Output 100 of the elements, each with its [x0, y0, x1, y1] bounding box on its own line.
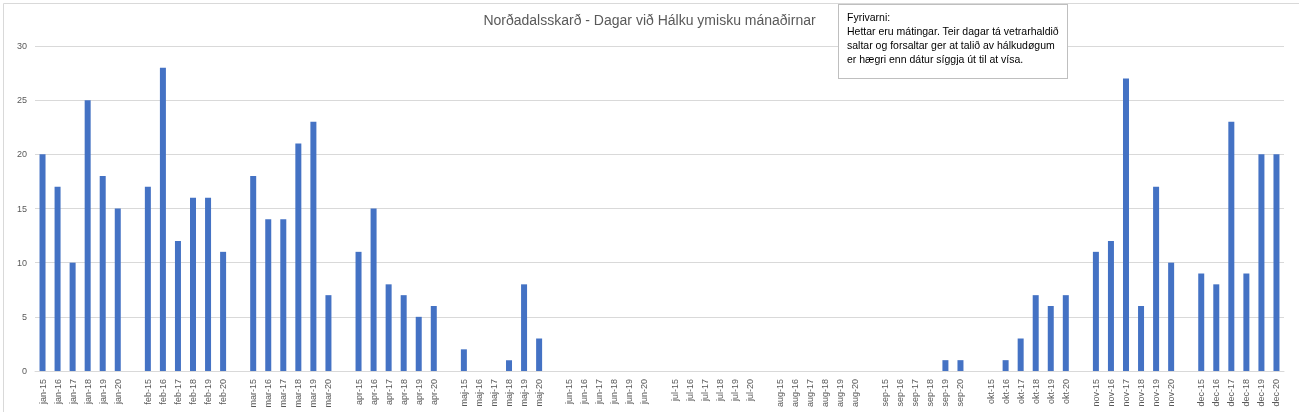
x-tick-label: dec-15	[1196, 379, 1207, 407]
x-tick-label: jan-18	[82, 379, 93, 406]
bar	[1002, 360, 1009, 371]
bar	[1228, 121, 1235, 371]
y-tick-label: 25	[16, 95, 27, 106]
y-tick-label: 30	[16, 41, 27, 51]
x-tick-label: feb-18	[188, 379, 199, 405]
x-tick-label: feb-16	[157, 379, 168, 405]
x-tick-label: sep-16	[895, 379, 906, 407]
x-tick-label: sep-15	[880, 379, 891, 407]
x-tick-label: feb-20	[218, 379, 229, 405]
bar	[1122, 78, 1129, 371]
x-tick-label: okt-19	[1045, 379, 1056, 405]
x-tick-label: nov-15	[1090, 379, 1101, 407]
x-tick-label: mar-20	[323, 379, 334, 408]
x-tick-label: mar-17	[278, 379, 289, 408]
x-tick-label: jun-18	[609, 379, 620, 406]
x-tick-label: maj-19	[519, 379, 530, 407]
bar	[190, 197, 197, 371]
bar	[400, 295, 407, 371]
bar	[355, 251, 362, 371]
bar	[1213, 284, 1220, 371]
x-tick-label: aug-15	[774, 379, 785, 408]
x-tick-label: nov-17	[1120, 379, 1131, 407]
x-tick-label: jul-16	[684, 379, 695, 403]
bar	[506, 360, 513, 371]
x-tick-label: dec-17	[1226, 379, 1237, 407]
bar	[1032, 295, 1039, 371]
y-tick-label: 20	[16, 149, 27, 160]
bar	[265, 219, 272, 371]
x-tick-label: aug-16	[789, 379, 800, 408]
bar	[220, 251, 227, 371]
bar	[159, 67, 166, 371]
x-tick-label: dec-16	[1211, 379, 1222, 407]
annotation: Hettar eru mátingar. Teir dagar tá vetrarhaldið saltar og forsaltar ger at talið av hálkudøgum er hægri enn dátur síggja út til at vísa.	[847, 24, 1059, 66]
x-tick-label: mar-15	[248, 379, 259, 408]
bar	[1198, 273, 1205, 371]
bar	[310, 121, 317, 371]
y-tick-label: 5	[21, 311, 27, 322]
x-tick-label: jul-15	[669, 379, 680, 403]
x-tick-label: apr-19	[413, 379, 424, 406]
bar	[942, 360, 949, 371]
x-tick-label: apr-18	[398, 379, 409, 406]
x-tick-label: jan-15	[37, 379, 48, 406]
bar	[205, 197, 212, 371]
x-tick-label: jul-20	[744, 379, 755, 403]
bar	[1273, 154, 1280, 371]
x-tick-label: jun-20	[639, 379, 650, 406]
x-tick-label: maj-18	[504, 379, 515, 407]
bar	[370, 208, 377, 371]
x-tick-label: jun-15	[564, 379, 575, 406]
bar	[84, 100, 91, 371]
y-tick-label: 0	[21, 366, 27, 376]
x-tick-label: apr-15	[353, 379, 364, 406]
bar	[174, 241, 181, 371]
bar	[1138, 306, 1145, 371]
x-tick-label: jan-16	[52, 379, 63, 406]
bar	[1258, 154, 1265, 371]
x-tick-label: feb-17	[172, 379, 183, 405]
bar	[1107, 241, 1114, 371]
bar	[430, 306, 437, 371]
x-tick-label: dec-18	[1241, 379, 1252, 407]
bar	[295, 143, 302, 371]
x-tick-label: feb-15	[142, 379, 153, 405]
x-tick-label: dec-19	[1256, 379, 1267, 407]
x-tick-label: mar-19	[308, 379, 319, 408]
x-tick-label: nov-20	[1166, 379, 1177, 407]
x-tick-label: apr-17	[383, 379, 394, 406]
bar	[415, 316, 422, 371]
x-tick-label: sep-18	[925, 379, 936, 407]
x-tick-label: maj-16	[473, 379, 484, 407]
bar	[1092, 251, 1099, 371]
x-tick-label: aug-17	[804, 379, 815, 408]
bar	[39, 154, 46, 371]
x-tick-label: jan-20	[112, 379, 123, 406]
x-tick-label: feb-19	[203, 379, 214, 405]
x-tick-label: maj-20	[534, 379, 545, 407]
x-tick-label: maj-17	[488, 379, 499, 407]
x-tick-label: sep-19	[940, 379, 951, 407]
bar	[521, 284, 528, 371]
bar	[385, 284, 392, 371]
bar	[460, 349, 467, 371]
x-tick-label: sep-20	[955, 379, 966, 407]
x-tick-label: okt-15	[985, 379, 996, 405]
bar	[280, 219, 287, 371]
x-tick-label: jan-17	[67, 379, 78, 406]
y-tick-label: 15	[16, 203, 27, 214]
x-tick-label: jun-17	[594, 379, 605, 406]
x-tick-label: sep-17	[910, 379, 921, 407]
x-tick-label: jan-19	[97, 379, 108, 406]
x-tick-label: okt-17	[1015, 379, 1026, 405]
x-tick-label: aug-20	[850, 379, 861, 408]
y-tick-label: 10	[16, 257, 27, 268]
chart-title: Norðadalsskarð - Dagar við Hálku ymisku mánaðirnar	[483, 12, 816, 28]
x-tick-label: okt-16	[1000, 379, 1011, 405]
x-tick-label: nov-19	[1151, 379, 1162, 407]
bar	[1047, 306, 1054, 371]
bar	[69, 262, 76, 371]
x-tick-label: jun-16	[579, 379, 590, 406]
bar	[325, 295, 332, 371]
